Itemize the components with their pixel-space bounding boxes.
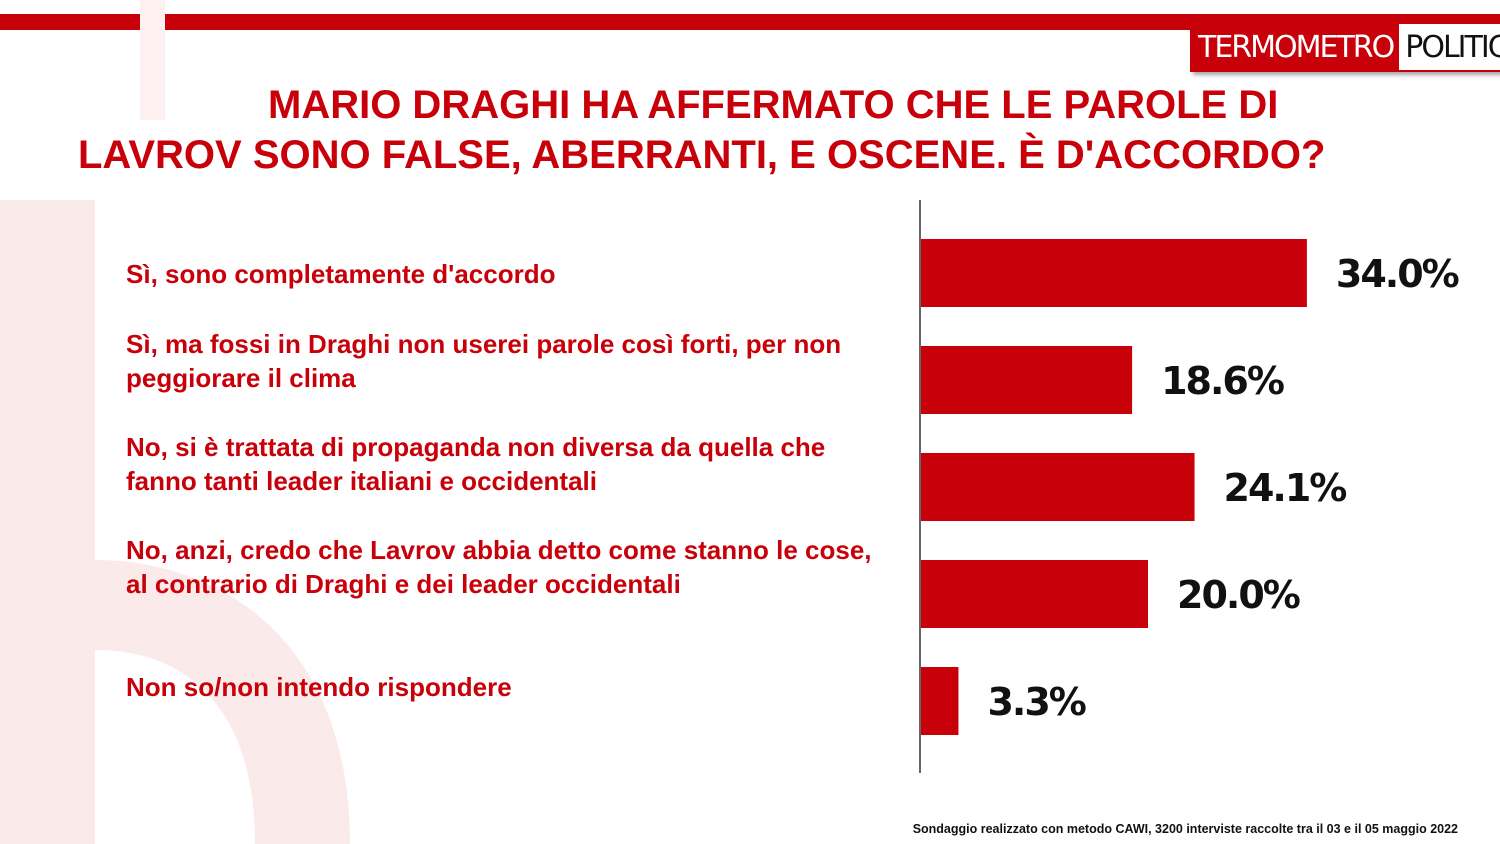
category-label-1: Sì, sono completamente d'accordo xyxy=(126,259,556,289)
top-accent-bar xyxy=(0,14,1500,30)
bar-4 xyxy=(921,560,1148,628)
bar-2 xyxy=(921,346,1133,414)
category-label-4: No, anzi, credo che Lavrov abbia detto c… xyxy=(126,535,872,599)
bar-chart: 34.0% 18.6% 24.1% 20.0% 3.3% xyxy=(919,200,1461,773)
bar-value-label-3: 24.1% xyxy=(1224,466,1347,510)
bar-5 xyxy=(921,667,959,735)
chart-title: MARIO DRAGHI HA AFFERMATO CHE LE PAROLE … xyxy=(60,80,1460,180)
bar-value-label-1: 34.0% xyxy=(1336,252,1459,296)
category-label-5: Non so/non intendo rispondere xyxy=(126,672,512,702)
category-label-3: No, si è trattata di propaganda non dive… xyxy=(126,432,826,496)
bar-1 xyxy=(921,239,1307,307)
survey-footnote: Sondaggio realizzato con metodo CAWI, 32… xyxy=(912,822,1458,836)
chart-title-line-2: LAVROV SONO FALSE, ABERRANTI, E OSCENE. … xyxy=(78,133,1326,177)
chart-title-line-1: MARIO DRAGHI HA AFFERMATO CHE LE PAROLE … xyxy=(268,83,1279,127)
background-logo-watermark xyxy=(0,0,350,844)
logo-text-black: POLITICO xyxy=(1405,29,1500,65)
logo-text-red: TERMOMETRO xyxy=(1192,24,1400,70)
bar-value-label-5: 3.3% xyxy=(987,680,1085,724)
termometro-politico-logo: TERMOMETRO POLITICO xyxy=(1190,22,1500,72)
bar-value-label-2: 18.6% xyxy=(1161,359,1284,403)
category-label-2: Sì, ma fossi in Draghi non userei parole… xyxy=(126,329,842,393)
bar-3 xyxy=(921,453,1195,521)
bar-value-label-4: 20.0% xyxy=(1177,573,1300,617)
